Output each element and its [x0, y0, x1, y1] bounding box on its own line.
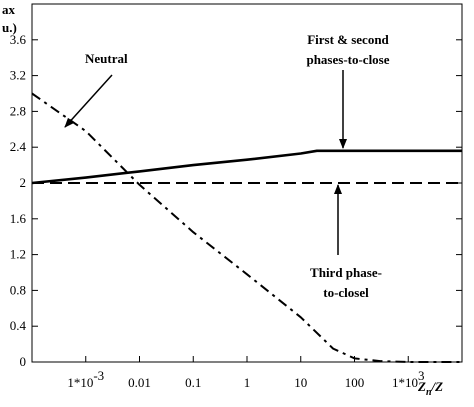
y-axis-label: ax	[2, 2, 16, 17]
x-axis-label-part: /Z	[431, 379, 444, 394]
x-tick-label: 1*10-3	[67, 368, 104, 390]
x-axis-label-part: Z	[417, 379, 426, 394]
x-tick-label-base: 1*10	[392, 375, 418, 390]
y-tick-label: 1.6	[10, 211, 27, 226]
x-tick-label-base: 0.1	[185, 375, 201, 390]
y-axis-label: u.)	[2, 20, 17, 35]
x-tick-label: 10	[294, 375, 307, 390]
y-tick-label: 2.8	[10, 103, 26, 118]
y-tick-label: 2	[20, 175, 27, 190]
x-tick-label-exponent: 3	[418, 368, 425, 383]
y-tick-label: 1.2	[10, 247, 26, 262]
x-tick-label-base: 100	[345, 375, 365, 390]
x-tick-label-base: 1*10	[67, 375, 93, 390]
annotation-third-label: Third phase-	[310, 265, 382, 280]
y-tick-label: 0.8	[10, 282, 26, 297]
series-line-first-second	[31, 149, 462, 185]
x-tick-label-base: 0.01	[128, 375, 151, 390]
x-tick-label: 100	[345, 375, 365, 390]
annotation-third-label: to-closel	[323, 285, 369, 300]
x-tick-label: 0.01	[128, 375, 151, 390]
series-line-neutral	[31, 92, 462, 363]
x-axis-label: Zn/Z	[417, 379, 443, 398]
x-tick-label: 1*103	[392, 368, 425, 390]
annotation-first-second-label: phases-to-close	[306, 52, 389, 67]
annotation-neutral-arrow	[64, 74, 113, 128]
y-tick-label: 0	[20, 354, 27, 369]
y-tick-label: 3.6	[10, 32, 27, 47]
annotation-neutral-label: Neutral	[85, 51, 128, 66]
x-tick-label: 0.1	[185, 375, 201, 390]
x-tick-label-base: 1	[244, 375, 251, 390]
x-axis-label-subscript: n	[426, 387, 432, 398]
x-tick-label: 1	[244, 375, 251, 390]
x-tick-label-base: 10	[294, 375, 307, 390]
x-tick-label-exponent: -3	[93, 368, 104, 383]
y-tick-label: 0.4	[10, 318, 27, 333]
annotation-first-second-label: First & second	[307, 32, 389, 47]
y-tick-label: 2.4	[10, 139, 27, 154]
y-tick-label: 3.2	[10, 68, 26, 83]
